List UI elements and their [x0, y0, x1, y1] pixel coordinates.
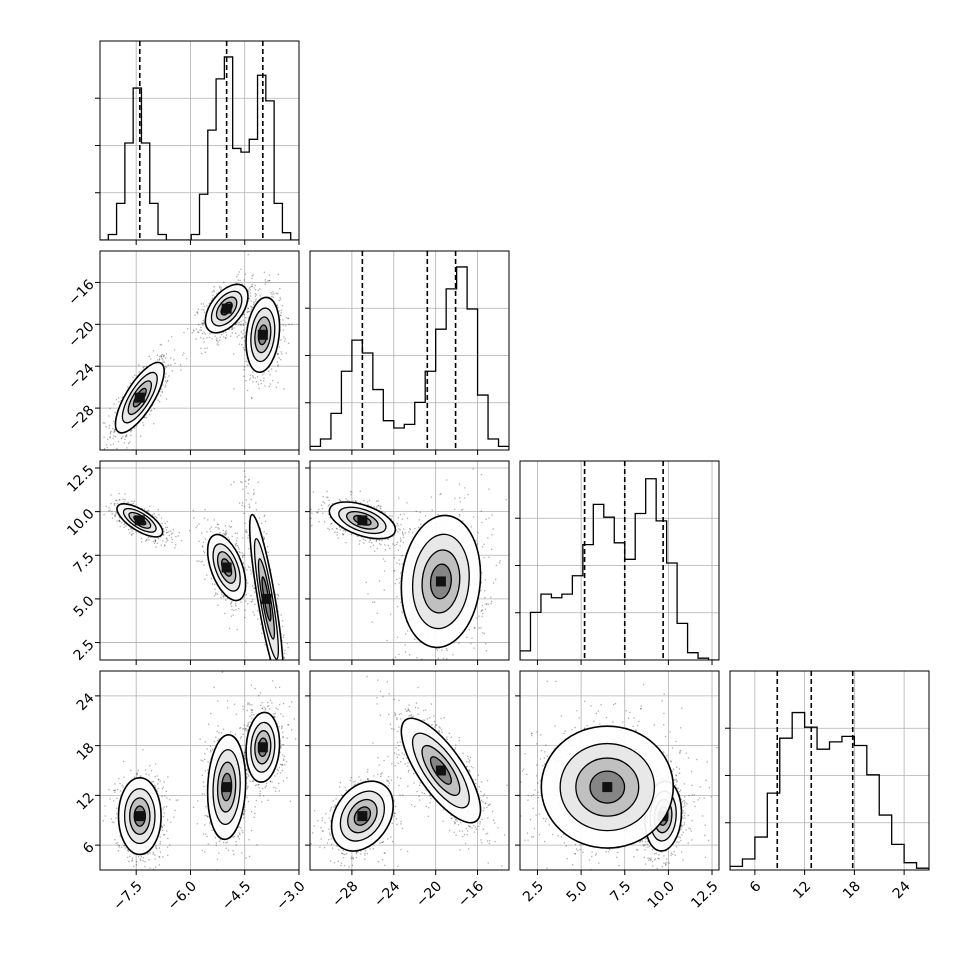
density-peak-1-0-1: [221, 303, 232, 314]
density-peak-3-0-0: [134, 811, 145, 822]
y-tick-label-1-1: −24: [65, 360, 97, 392]
y-tick-label-3-2: 18: [74, 740, 98, 764]
x-tick-label-2-0: 2.5: [520, 878, 547, 905]
x-tick-label-2-4: 12.5: [688, 878, 721, 911]
density-peak-2-1-1: [435, 576, 446, 587]
y-tick-label-3-1: 12: [74, 790, 98, 814]
histogram-step-1: [310, 266, 509, 450]
histogram-step-2: [520, 478, 719, 660]
panel-frame-2-0: [99, 460, 300, 661]
x-tick-label-1-2: −20: [413, 878, 445, 910]
density-peak-2-0-0: [134, 515, 145, 526]
y-tick-label-1-0: −28: [65, 402, 97, 434]
x-tick-label-3-2: 18: [840, 878, 864, 902]
x-tick-label-0-0: −7.5: [110, 878, 145, 913]
histogram-panel-2: [515, 460, 720, 665]
density-panel-1-0: −28 −24 −20 −16: [65, 250, 300, 455]
x-tick-label-0-2: −4.5: [219, 878, 254, 913]
density-peak-3-2-1: [602, 782, 613, 793]
y-tick-label-1-3: −16: [65, 277, 97, 309]
histogram-panel-0: [95, 40, 300, 245]
x-tick-label-2-3: 10.0: [645, 878, 678, 911]
y-tick-label-2-4: 12.5: [64, 462, 97, 495]
x-tick-label-3-0: 6: [747, 878, 765, 896]
density-panel-3-2: 2.5 5.0 7.5 10.0 12.5: [515, 670, 722, 912]
x-tick-label-1-0: −28: [329, 878, 361, 910]
y-tick-label-1-2: −20: [65, 319, 97, 351]
y-tick-label-2-2: 7.5: [71, 550, 98, 577]
panel-frame-1-0: [99, 250, 300, 451]
density-peak-3-0-1: [221, 782, 232, 793]
density-peak-1-0-0: [134, 392, 145, 403]
panel-frame-2-2: [519, 460, 720, 661]
y-tick-label-2-0: 2.5: [71, 637, 98, 664]
x-tick-label-3-1: 12: [790, 878, 814, 902]
density-panel-3-0: 6 12 18 24 −7.5 −6.0 −4.5 −3.0: [74, 670, 309, 914]
x-tick-label-2-2: 7.5: [607, 878, 634, 905]
density-panel-3-1: −28 −24 −20 −16: [305, 670, 510, 911]
panel-frame-0-0: [99, 40, 300, 241]
x-tick-label-1-3: −16: [455, 878, 487, 910]
histogram-panel-3: 6 12 18 24: [725, 670, 930, 902]
y-tick-label-3-3: 24: [74, 690, 98, 714]
x-tick-label-0-3: −3.0: [273, 878, 308, 913]
y-tick-label-2-1: 5.0: [71, 593, 98, 620]
histogram-panel-1: [305, 250, 510, 455]
density-peak-1-0-2: [257, 329, 268, 340]
histogram-step-3: [730, 711, 929, 870]
density-peak-3-1-1: [435, 765, 446, 776]
panel-frame-3-2: [519, 670, 720, 871]
density-peak-2-0-2: [261, 593, 272, 604]
panel-frame-1-1: [309, 250, 510, 451]
density-peak-3-1-0: [357, 811, 368, 822]
panel-frame-3-0: [99, 670, 300, 871]
x-tick-label-0-1: −6.0: [165, 878, 200, 913]
x-tick-label-2-1: 5.0: [564, 878, 591, 905]
panel-frame-3-3: [729, 670, 930, 871]
density-peak-2-1-0: [357, 515, 368, 526]
panel-frame-3-1: [309, 670, 510, 871]
x-tick-label-3-3: 24: [890, 878, 914, 902]
density-peak-3-0-2: [257, 742, 268, 753]
y-tick-label-2-3: 10.0: [64, 506, 97, 539]
x-tick-label-1-1: −24: [371, 878, 403, 910]
density-panel-2-1: [305, 460, 510, 665]
histogram-step-0: [100, 56, 299, 240]
panel-frame-2-1: [309, 460, 510, 661]
density-peak-2-0-1: [221, 562, 232, 573]
y-tick-label-3-0: 6: [80, 839, 98, 857]
